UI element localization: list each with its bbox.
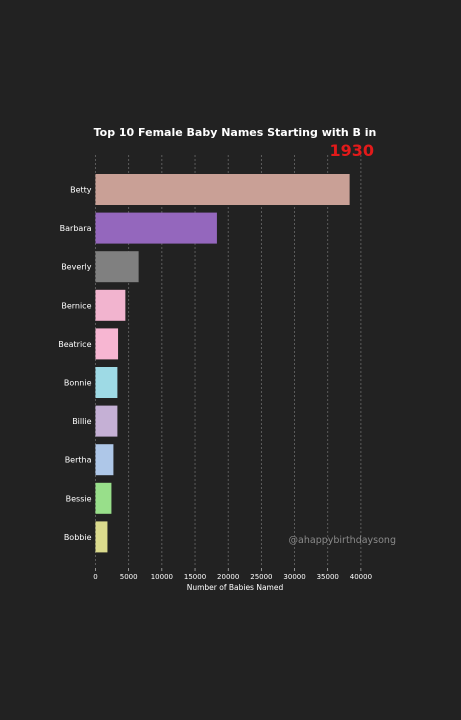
x-tick-label: 40000	[350, 573, 372, 581]
bar-beverly	[95, 251, 139, 283]
category-label-billie: Billie	[72, 417, 91, 426]
x-axis-label: Number of Babies Named	[187, 583, 284, 592]
bar-bertha	[95, 444, 114, 476]
x-tick-label: 10000	[151, 573, 173, 581]
category-label-barbara: Barbara	[60, 224, 92, 233]
category-label-beverly: Beverly	[61, 263, 92, 272]
x-tick-label: 30000	[283, 573, 305, 581]
x-tick-label: 5000	[120, 573, 138, 581]
watermark: @ahappybirthdaysong	[289, 535, 396, 546]
bar-barbara	[95, 212, 217, 244]
category-label-bernice: Bernice	[61, 301, 91, 310]
x-tick-label: 25000	[250, 573, 272, 581]
year-label: 1930	[329, 141, 374, 160]
category-label-beatrice: Beatrice	[58, 340, 91, 349]
bars	[95, 174, 350, 553]
category-label-bessie: Bessie	[66, 494, 92, 503]
category-label-bertha: Bertha	[65, 456, 92, 465]
chart-title: Top 10 Female Baby Names Starting with B…	[94, 126, 377, 139]
x-tick-label: 0	[93, 573, 97, 581]
bar-bonnie	[95, 367, 118, 398]
category-label-betty: Betty	[70, 186, 92, 195]
category-label-bobbie: Bobbie	[64, 533, 92, 542]
x-tick-label: 35000	[317, 573, 339, 581]
category-label-bonnie: Bonnie	[64, 379, 92, 388]
bar-betty	[95, 174, 350, 205]
category-labels: Betty Barbara Beverly Bernice Beatrice Bonnie…	[58, 186, 92, 542]
bar-bernice	[95, 289, 126, 321]
bar-beatrice	[95, 328, 119, 360]
x-tick-label: 20000	[217, 573, 239, 581]
bar-billie	[95, 405, 118, 437]
x-axis-ticks: 0 5000 10000 15000 20000 25000 30000 35000 40000	[93, 568, 372, 581]
bar-bessie	[95, 482, 112, 514]
bar-bobbie	[95, 521, 108, 553]
x-tick-label: 15000	[184, 573, 206, 581]
